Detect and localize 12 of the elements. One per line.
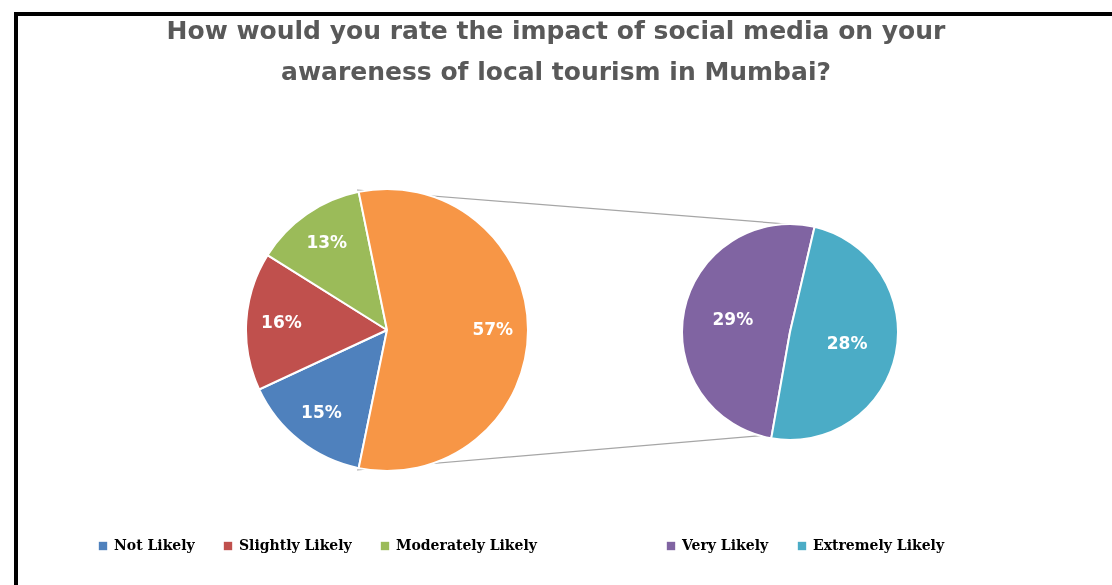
legend-label: Extremely Likely: [813, 537, 945, 553]
legend-label: Slightly Likely: [239, 537, 353, 553]
data-label: 15%: [301, 401, 342, 422]
data-label: 57%: [472, 319, 514, 339]
legend-label: Moderately Likely: [396, 537, 538, 553]
legend-label: Very Likely: [681, 537, 769, 553]
data-label: 16%: [261, 312, 302, 333]
data-label: 13%: [306, 232, 348, 253]
chart-title: How would you rate the impact of social media on your awareness of local tourism in Mumbai?: [166, 16, 947, 86]
legend-label: Not Likely: [114, 537, 196, 553]
data-label: 29%: [712, 309, 754, 330]
data-label: 28%: [826, 332, 868, 353]
